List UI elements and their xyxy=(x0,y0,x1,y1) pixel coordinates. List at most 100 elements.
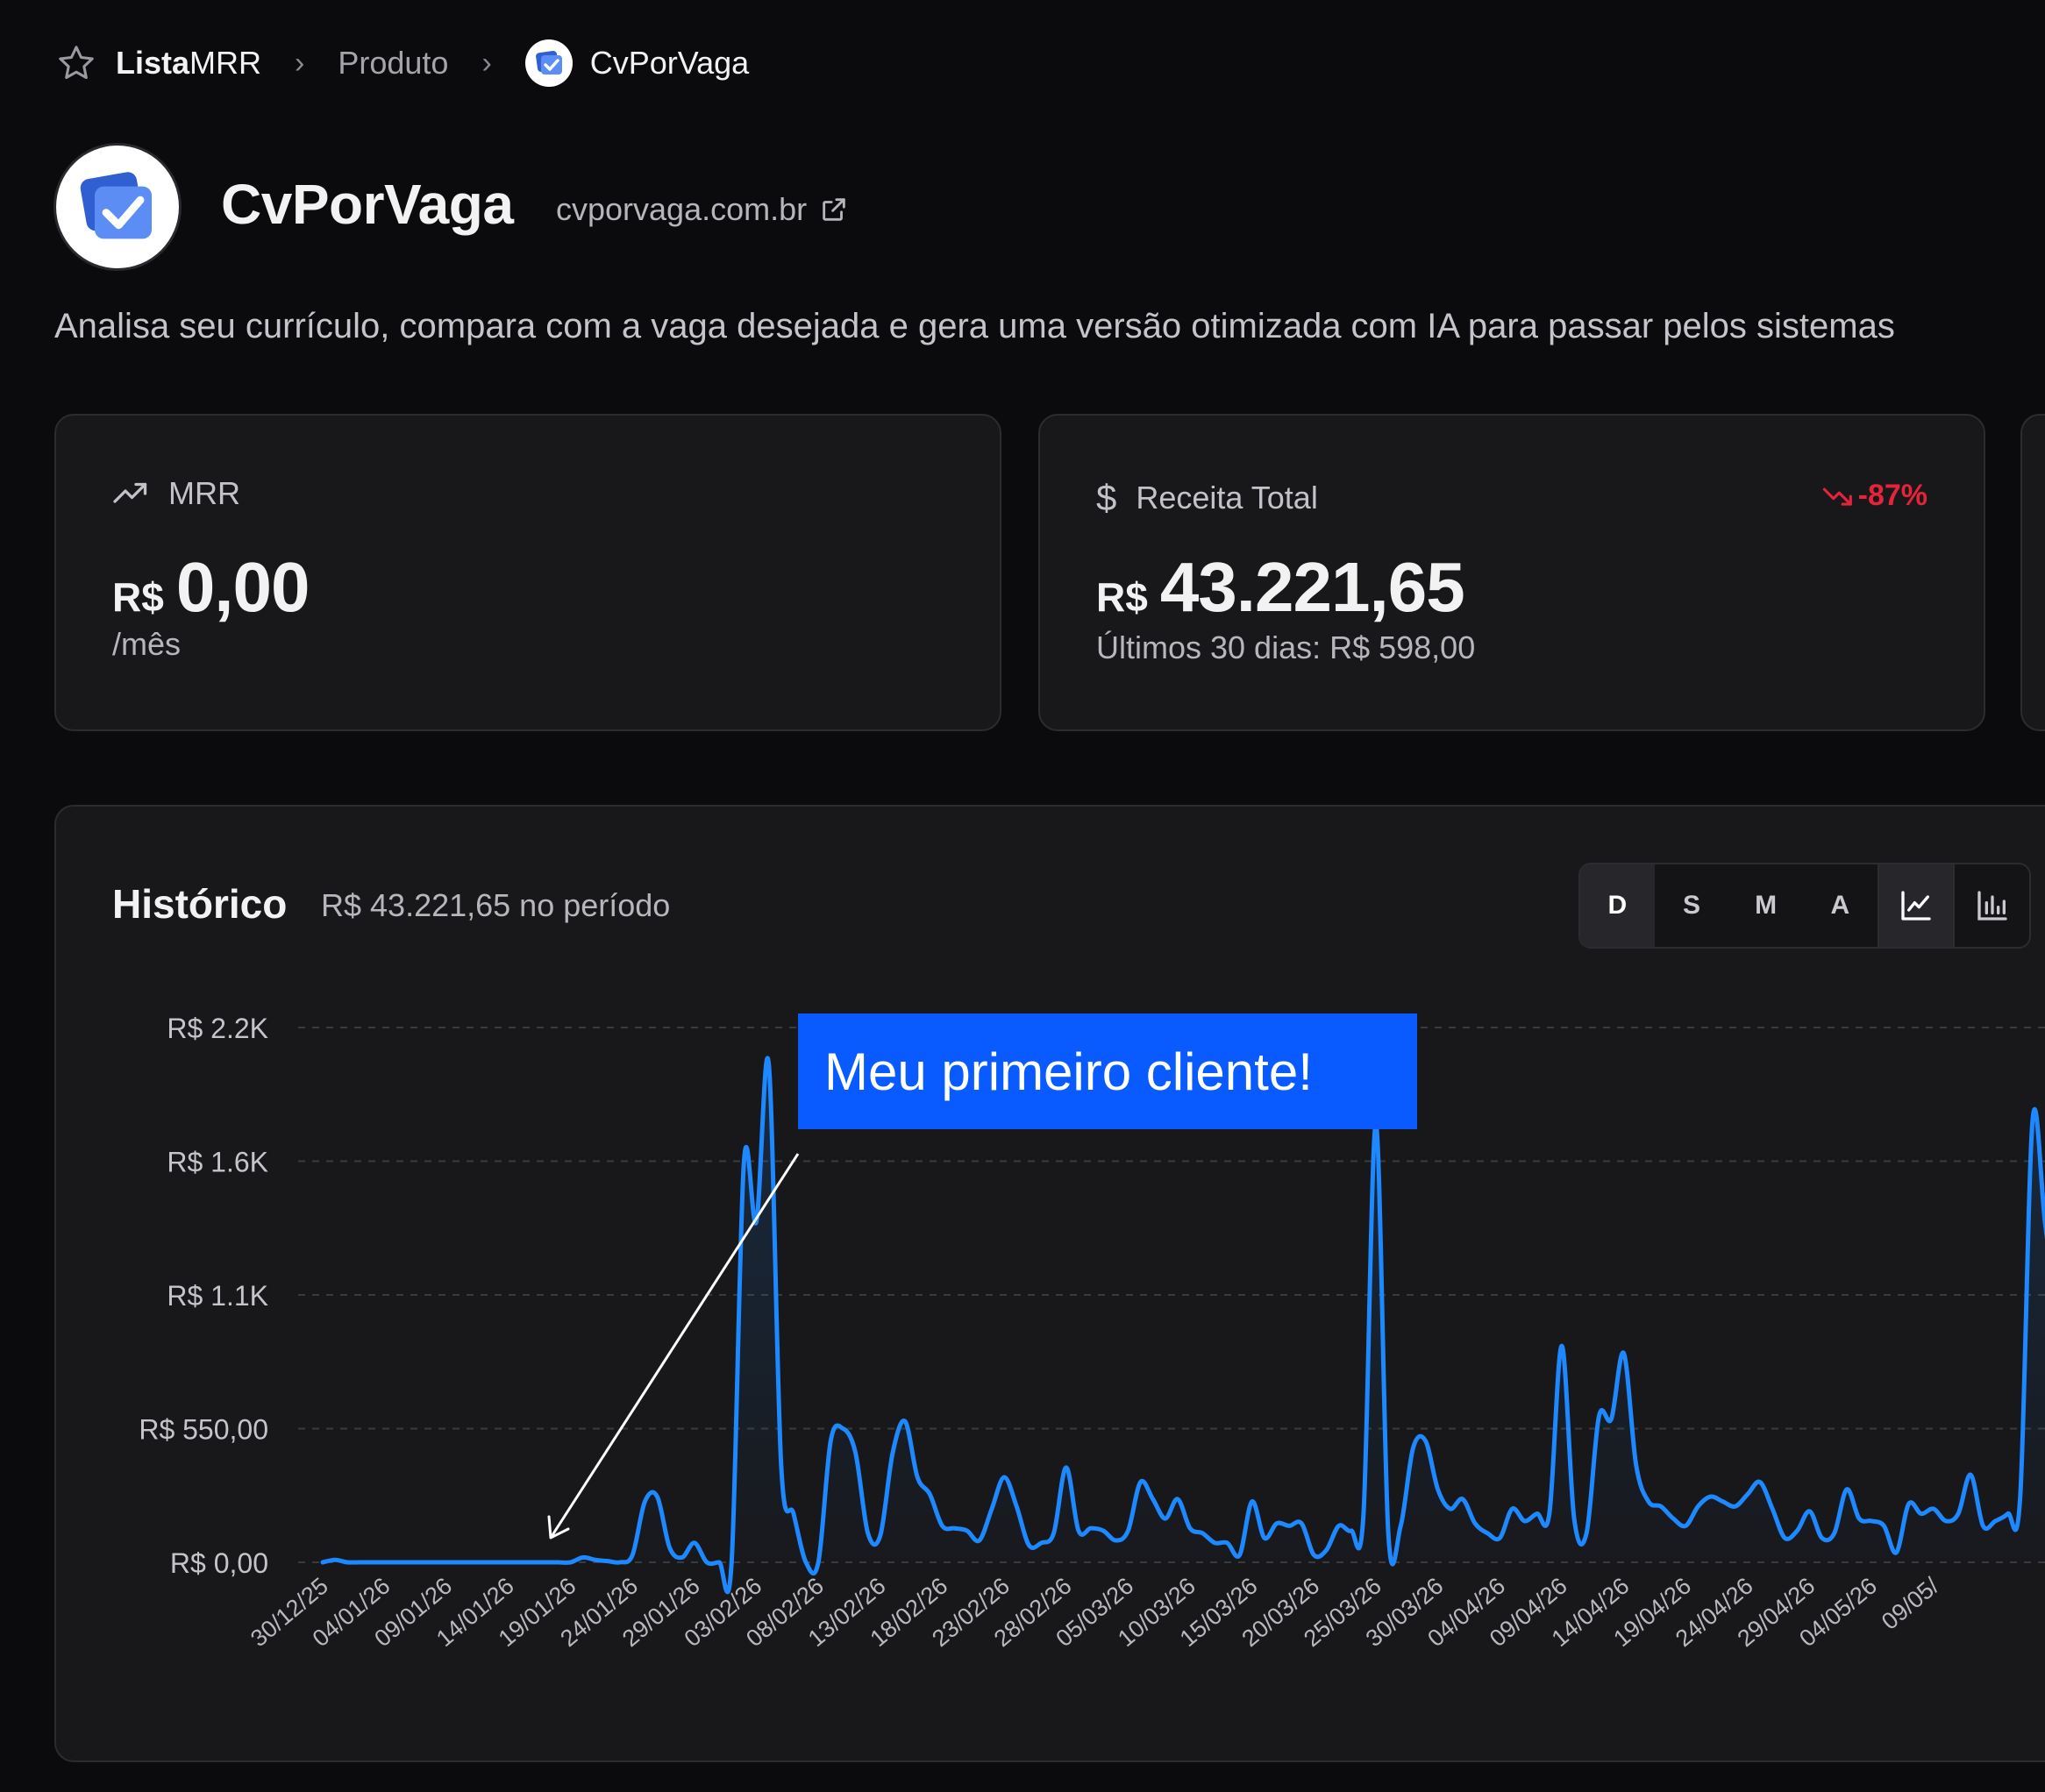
brand-rest: MRR xyxy=(189,45,262,81)
data-point xyxy=(1175,1497,1180,1502)
product-title: CvPorVaga xyxy=(221,173,514,236)
series-line xyxy=(320,1056,2045,1595)
data-point xyxy=(357,1560,362,1565)
data-point xyxy=(1956,1511,1961,1517)
data-point xyxy=(1621,1351,1627,1356)
data-point xyxy=(939,1523,944,1528)
data-point xyxy=(1039,1540,1044,1546)
data-point xyxy=(630,1553,635,1558)
y-tick-label: R$ 1.6K xyxy=(167,1147,268,1178)
bar-chart-toggle[interactable] xyxy=(1953,864,2029,947)
data-point xyxy=(494,1560,499,1565)
line-chart-toggle[interactable] xyxy=(1877,864,1954,947)
brand-bold: Lista xyxy=(116,45,190,81)
data-point xyxy=(977,1538,982,1543)
data-point xyxy=(1745,1491,1750,1497)
breadcrumb-section-link[interactable]: Produto xyxy=(338,45,449,81)
data-point xyxy=(2006,1511,2011,1517)
mrr-period: /mês xyxy=(112,626,182,662)
data-point xyxy=(1919,1511,1924,1517)
data-point xyxy=(779,1462,784,1468)
data-point xyxy=(1250,1499,1255,1504)
y-tick-label: R$ 2.2K xyxy=(167,1013,268,1044)
data-point xyxy=(1064,1465,1069,1470)
data-point xyxy=(1943,1518,1949,1524)
data-point xyxy=(902,1419,908,1424)
data-point xyxy=(1398,1523,1403,1528)
data-point xyxy=(1820,1535,1825,1540)
data-point xyxy=(555,1560,560,1565)
data-point xyxy=(1893,1550,1899,1555)
data-point xyxy=(1869,1518,1874,1524)
data-point xyxy=(444,1560,449,1565)
product-site-link[interactable]: cvporvaga.com.br xyxy=(556,191,849,228)
data-point xyxy=(1076,1528,1081,1533)
data-point xyxy=(878,1533,883,1539)
x-tick-label: 09/05/ xyxy=(1877,1572,1944,1635)
range-option-s[interactable]: S xyxy=(1683,891,1701,920)
data-point xyxy=(1436,1487,1441,1492)
data-point xyxy=(518,1560,524,1565)
mrr-currency: R$ xyxy=(112,574,164,620)
y-tick-label: R$ 0,00 xyxy=(170,1547,268,1579)
data-point xyxy=(1448,1506,1453,1511)
data-point xyxy=(1237,1553,1243,1558)
data-point xyxy=(543,1560,548,1565)
data-point xyxy=(766,1062,772,1067)
breadcrumb-home-link[interactable]: ListaMRR xyxy=(116,45,261,82)
data-point xyxy=(1658,1504,1664,1509)
chevron-right-icon: › xyxy=(295,46,305,80)
data-point xyxy=(407,1560,412,1565)
data-point xyxy=(1931,1506,1936,1511)
data-point xyxy=(1274,1521,1279,1526)
data-point xyxy=(1001,1475,1007,1480)
data-point xyxy=(481,1560,487,1565)
data-point xyxy=(617,1560,623,1565)
range-option-m[interactable]: M xyxy=(1755,891,1778,920)
data-point xyxy=(2018,1494,2023,1499)
data-point xyxy=(989,1506,994,1511)
data-point xyxy=(704,1560,709,1565)
range-option-a[interactable]: A xyxy=(1830,891,1850,920)
data-point xyxy=(1014,1504,1019,1509)
data-point xyxy=(840,1426,845,1432)
series-area xyxy=(323,1058,2045,1592)
bar-chart-icon xyxy=(1977,891,2007,921)
data-point xyxy=(1187,1525,1193,1531)
data-point xyxy=(593,1557,598,1562)
external-link-icon xyxy=(819,195,849,224)
data-point xyxy=(1608,1416,1614,1421)
mrr-card: MRR R$ 0,00 /mês xyxy=(54,414,1001,731)
data-point xyxy=(1708,1494,1714,1499)
data-point xyxy=(816,1560,821,1565)
dollar-icon: $ xyxy=(1096,477,1117,518)
data-point xyxy=(370,1560,375,1565)
revenue-amount-row: R$ 43.221,65 xyxy=(1096,547,1465,628)
range-selector: D S M A xyxy=(1578,863,2031,949)
data-point xyxy=(1323,1547,1329,1553)
data-point xyxy=(1559,1343,1564,1348)
annotation-arrowhead xyxy=(547,1515,570,1540)
data-point xyxy=(1101,1528,1106,1533)
data-point xyxy=(1721,1499,1726,1504)
data-point xyxy=(667,1545,673,1550)
product-description: Analisa seu currículo, compara com a vag… xyxy=(54,307,1895,345)
data-point xyxy=(1596,1414,1601,1419)
data-point xyxy=(680,1554,685,1560)
range-option-d[interactable]: D xyxy=(1580,864,1655,947)
data-point xyxy=(1200,1531,1205,1536)
data-point xyxy=(1683,1523,1688,1528)
data-point xyxy=(1361,1511,1366,1517)
data-point xyxy=(654,1494,659,1499)
data-point xyxy=(1832,1531,1837,1536)
annotation-arrow xyxy=(549,1153,800,1539)
data-point xyxy=(1547,1511,1552,1517)
mrr-amount-row: R$ 0,00 xyxy=(112,547,310,628)
data-point xyxy=(1262,1535,1267,1540)
data-point xyxy=(1844,1487,1849,1492)
data-point xyxy=(345,1560,350,1565)
data-point xyxy=(1472,1521,1478,1526)
history-card xyxy=(54,805,2045,1762)
history-title: Histórico xyxy=(112,881,288,927)
data-point xyxy=(741,1159,746,1164)
